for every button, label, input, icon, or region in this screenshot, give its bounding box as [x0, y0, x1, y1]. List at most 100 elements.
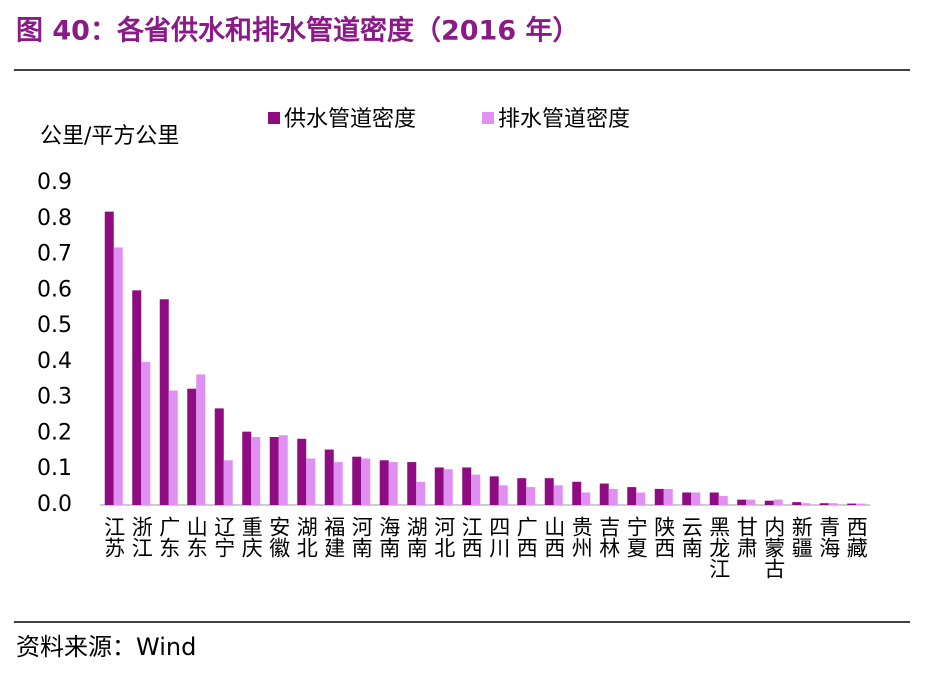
bar: [663, 488, 673, 505]
bar: [764, 500, 774, 505]
bar: [407, 462, 417, 505]
bar: [526, 487, 536, 505]
bar: [581, 492, 591, 505]
x-tick-label: 山西: [542, 516, 566, 558]
x-tick-label: 江苏: [102, 516, 126, 558]
bar: [746, 499, 756, 505]
bar: [306, 458, 316, 505]
x-tick-label: 黑龙江: [707, 516, 731, 579]
x-tick-label: 吉林: [597, 516, 621, 558]
bar: [654, 488, 664, 505]
x-tick-label: 新疆: [789, 516, 813, 558]
bar: [471, 474, 481, 505]
y-tick-label: 0.5: [37, 313, 72, 338]
bar: [489, 476, 499, 505]
x-tick-label: 宁夏: [624, 516, 648, 558]
x-tick-label: 湖南: [404, 516, 428, 558]
bar: [196, 374, 206, 505]
x-tick-label: 山东: [184, 516, 208, 558]
bar: [709, 492, 719, 505]
bar: [223, 460, 233, 505]
bar: [324, 449, 334, 505]
bar: [682, 492, 692, 505]
bar: [572, 481, 582, 505]
y-tick-label: 0.4: [37, 349, 72, 374]
legend-swatch: [268, 112, 280, 124]
y-tick-label: 0.6: [37, 277, 72, 302]
legend-label: 供水管道密度: [284, 107, 416, 132]
bar: [691, 492, 701, 505]
bar: [498, 485, 508, 505]
legend-swatch: [482, 112, 494, 124]
bar: [187, 388, 197, 505]
x-tick-label: 福建: [322, 516, 346, 558]
bar: [159, 299, 169, 505]
bar: [352, 456, 362, 505]
x-tick-label: 湖北: [294, 516, 318, 558]
bar: [434, 467, 444, 505]
bar: [847, 503, 857, 505]
bar: [214, 408, 224, 505]
bar: [416, 481, 426, 505]
legend-label: 排水管道密度: [498, 107, 630, 132]
bar: [718, 496, 728, 505]
x-tick-label: 辽宁: [212, 516, 236, 558]
bar: [627, 487, 637, 505]
x-tick-label: 广西: [514, 516, 538, 558]
bar: [819, 503, 829, 505]
y-tick-label: 0.2: [37, 420, 72, 445]
bar: [141, 361, 151, 505]
source: 资料来源：Wind: [16, 633, 196, 661]
bar: [801, 503, 811, 505]
bar: [278, 435, 288, 505]
x-tick-label: 江西: [459, 516, 483, 558]
bar: [462, 467, 472, 505]
x-tick-label: 甘肃: [734, 516, 758, 558]
x-tick-label: 海南: [377, 516, 401, 558]
bar: [333, 462, 343, 505]
bar: [361, 458, 371, 505]
chart-title: 图 40：各省供水和排水管道密度（2016 年）: [16, 15, 580, 47]
x-tick-label: 云南: [679, 516, 703, 558]
bar: [856, 503, 866, 505]
x-tick-label: 广东: [157, 516, 181, 558]
y-axis-label: 公里/平方公里: [40, 124, 179, 149]
x-tick-label: 贵州: [569, 516, 593, 558]
x-tick-label: 陕西: [652, 516, 676, 558]
bar: [544, 478, 554, 505]
bar: [828, 503, 838, 505]
bar: [608, 488, 618, 505]
y-tick-label: 0.3: [37, 385, 72, 410]
bar: [599, 483, 609, 505]
bar: [168, 390, 178, 505]
bar: [792, 502, 802, 505]
bar: [553, 485, 563, 505]
x-tick-label: 四川: [487, 516, 511, 558]
x-tick-label: 河南: [349, 516, 373, 558]
bar: [132, 290, 142, 505]
bar: [251, 437, 261, 505]
bar: [636, 492, 646, 505]
x-tick-label: 河北: [432, 516, 456, 558]
bar: [242, 431, 252, 505]
bar: [517, 478, 527, 505]
x-tick-label: 西藏: [844, 516, 868, 558]
x-tick-label: 青海: [817, 516, 841, 558]
x-tick-label: 内蒙古: [762, 516, 786, 579]
x-tick-label: 安徽: [267, 516, 291, 558]
y-tick-label: 0.0: [37, 492, 72, 517]
bar: [773, 499, 783, 505]
x-tick-label: 重庆: [239, 516, 263, 558]
bar: [443, 469, 453, 505]
y-tick-label: 0.7: [37, 242, 72, 267]
y-tick-label: 0.1: [37, 456, 72, 481]
bar: [388, 462, 398, 505]
bar: [269, 437, 279, 505]
bar: [297, 438, 307, 505]
y-tick-label: 0.9: [37, 170, 72, 195]
bar: [379, 460, 389, 505]
bar: [104, 211, 114, 505]
y-tick-label: 0.8: [37, 206, 72, 231]
